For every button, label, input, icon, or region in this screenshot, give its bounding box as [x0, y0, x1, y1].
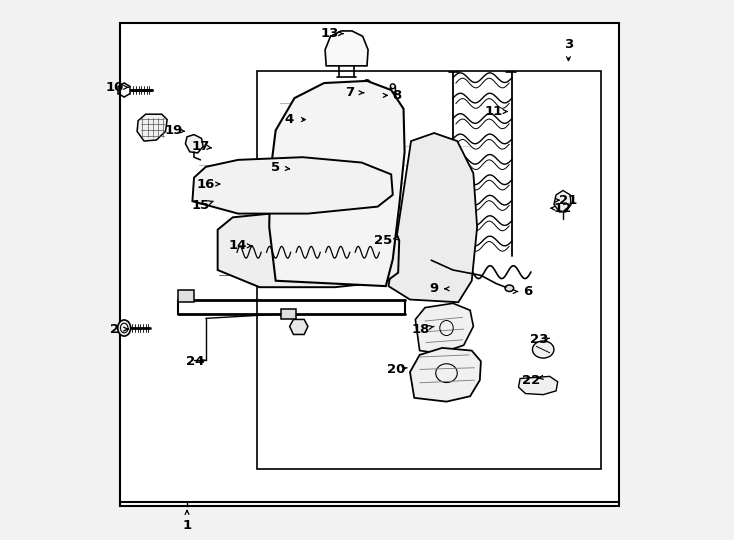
Text: 9: 9	[429, 282, 439, 295]
Text: 10: 10	[105, 81, 124, 94]
Text: 3: 3	[564, 38, 573, 51]
Text: 8: 8	[392, 89, 401, 102]
Text: 18: 18	[412, 322, 430, 335]
Ellipse shape	[390, 84, 395, 89]
Text: 7: 7	[345, 86, 355, 99]
Text: 12: 12	[554, 202, 573, 215]
Text: 4: 4	[285, 113, 294, 126]
Bar	[178, 291, 194, 302]
Bar	[281, 309, 296, 320]
Ellipse shape	[532, 341, 554, 358]
Ellipse shape	[426, 270, 437, 283]
Ellipse shape	[364, 80, 370, 86]
Text: 6: 6	[523, 285, 533, 298]
Text: 1: 1	[183, 519, 192, 532]
Polygon shape	[192, 157, 393, 214]
Polygon shape	[415, 303, 473, 353]
Bar	[257, 71, 600, 469]
Text: 21: 21	[559, 194, 578, 207]
Polygon shape	[554, 191, 571, 212]
Ellipse shape	[117, 320, 131, 336]
Polygon shape	[382, 224, 397, 238]
FancyBboxPatch shape	[422, 185, 449, 247]
Text: 14: 14	[229, 239, 247, 252]
Polygon shape	[290, 320, 308, 334]
Polygon shape	[388, 133, 477, 302]
Polygon shape	[137, 114, 167, 141]
Text: 13: 13	[320, 27, 338, 40]
Text: 20: 20	[388, 363, 406, 376]
Text: 5: 5	[271, 161, 280, 174]
Polygon shape	[269, 81, 404, 286]
Text: 23: 23	[530, 333, 548, 346]
Text: 17: 17	[192, 140, 210, 153]
Text: 11: 11	[484, 105, 502, 118]
Ellipse shape	[505, 285, 514, 292]
Text: 25: 25	[374, 234, 392, 247]
Text: 22: 22	[522, 374, 540, 387]
Polygon shape	[218, 212, 399, 287]
Polygon shape	[410, 348, 481, 402]
Text: 19: 19	[164, 124, 183, 137]
Polygon shape	[325, 31, 368, 66]
Polygon shape	[518, 376, 558, 395]
Text: 24: 24	[186, 355, 204, 368]
Text: 16: 16	[197, 178, 215, 191]
Ellipse shape	[364, 91, 370, 95]
Polygon shape	[186, 134, 203, 153]
Ellipse shape	[425, 183, 446, 193]
Text: 15: 15	[192, 199, 210, 212]
Text: 2: 2	[110, 322, 119, 335]
Ellipse shape	[390, 92, 395, 96]
